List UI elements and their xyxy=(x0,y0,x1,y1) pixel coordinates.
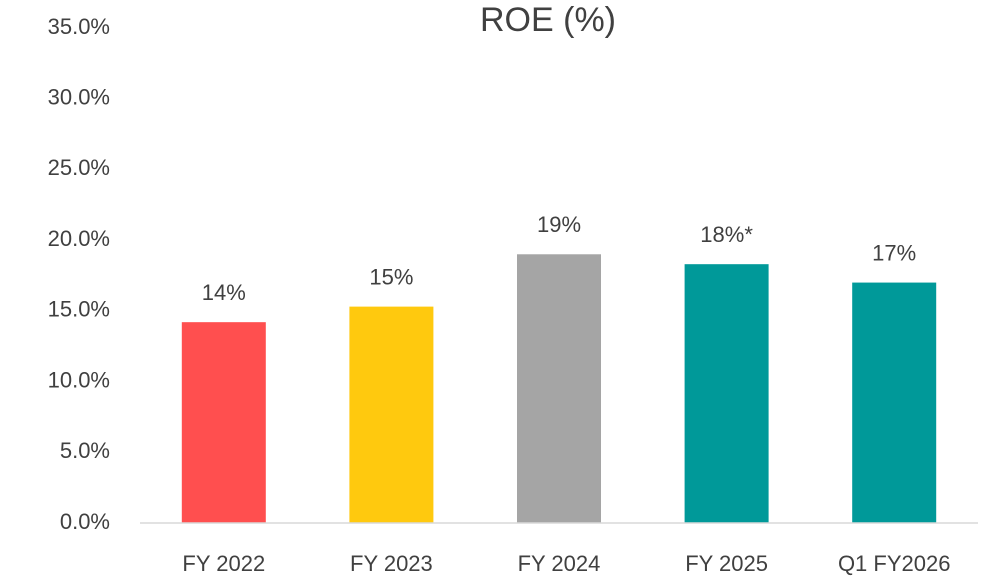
value-label: 14% xyxy=(202,280,246,305)
bar xyxy=(852,282,937,523)
y-tick-label: 30.0% xyxy=(48,85,110,110)
y-tick-label: 20.0% xyxy=(48,226,110,251)
bar xyxy=(684,264,769,523)
x-tick-label: FY 2024 xyxy=(518,551,601,576)
y-tick-label: 25.0% xyxy=(48,155,110,180)
y-tick-label: 0.0% xyxy=(60,509,110,534)
x-tick-label: FY 2022 xyxy=(182,551,265,576)
value-label: 19% xyxy=(537,212,581,237)
value-label: 17% xyxy=(872,240,916,265)
y-tick-label: 15.0% xyxy=(48,297,110,322)
x-tick-label: FY 2025 xyxy=(685,551,768,576)
value-label: 18%* xyxy=(700,222,753,247)
bar xyxy=(181,322,266,523)
y-tick-label: 10.0% xyxy=(48,367,110,392)
bar xyxy=(517,254,601,524)
chart-title: ROE (%) xyxy=(480,1,616,39)
bar xyxy=(349,306,434,523)
value-label: 15% xyxy=(369,264,413,289)
x-tick-label: FY 2023 xyxy=(350,551,433,576)
x-tick-label: Q1 FY2026 xyxy=(838,551,951,576)
y-tick-label: 5.0% xyxy=(60,438,110,463)
y-tick-label: 35.0% xyxy=(48,14,110,39)
